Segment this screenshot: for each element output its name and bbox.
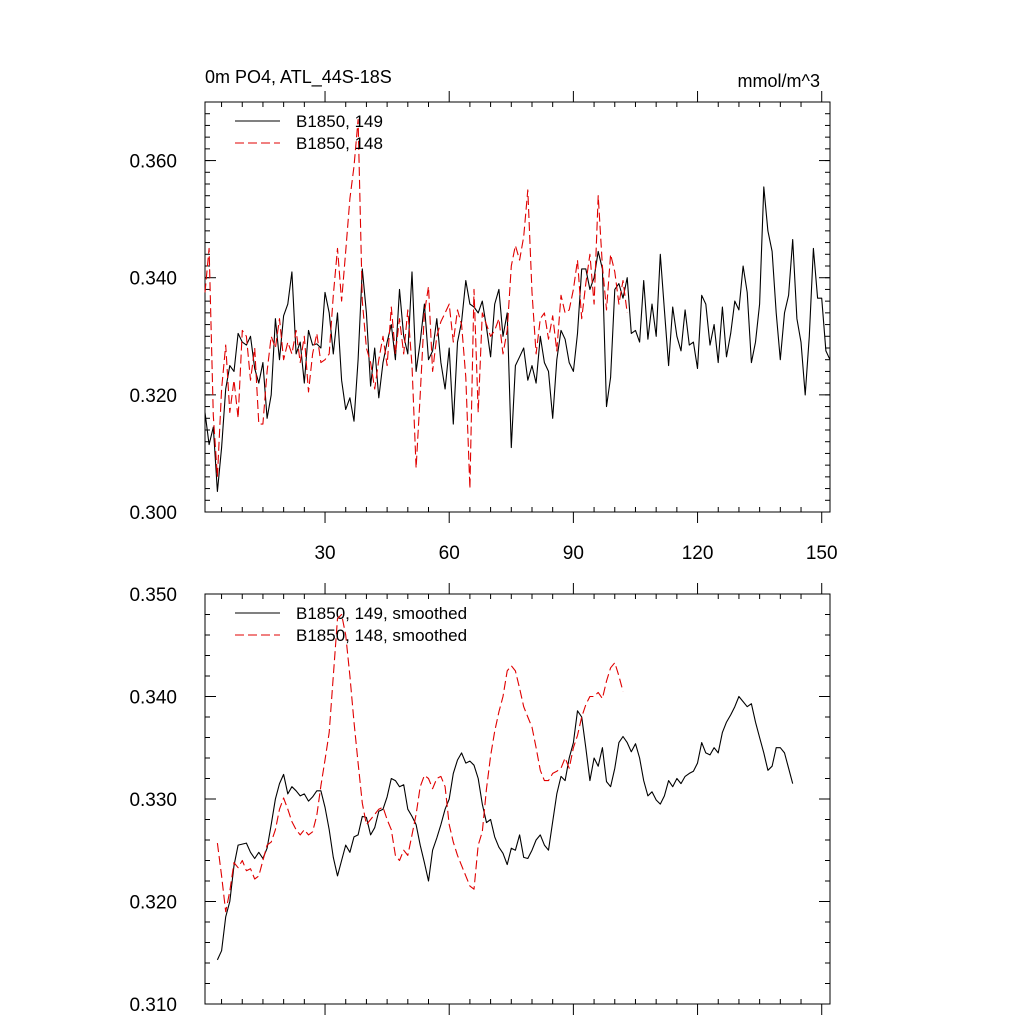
y-tick-label: 0.310 <box>129 995 177 1016</box>
x-tick-label: 120 <box>682 543 714 564</box>
y-tick-label: 0.360 <box>129 152 177 173</box>
series-line-148 <box>204 119 628 490</box>
legend-label: B1850, 149, smoothed <box>296 604 467 623</box>
y-tick-label: 0.320 <box>129 386 177 407</box>
bottom-panel: 0.310 0.320 0.330 0.340 0.350 B1850, 149, smo… <box>129 583 831 1016</box>
top-panel: 0.300 0.320 0.340 0.360 30 60 90 120 150 B1850, 1… <box>129 91 838 564</box>
x-tick-label: 90 <box>563 543 584 564</box>
y-tick-label: 0.350 <box>129 585 177 606</box>
x-tick-label: 30 <box>314 543 335 564</box>
series-line-149 <box>216 695 794 961</box>
series-line-148 <box>216 613 624 913</box>
legend-label: B1850, 148, smoothed <box>296 626 467 645</box>
y-tick-label: 0.300 <box>129 503 177 524</box>
x-tick-label: 60 <box>439 543 460 564</box>
unit-label: mmol/m^3 <box>738 71 820 91</box>
y-tick-label: 0.340 <box>129 688 177 709</box>
y-tick-label: 0.320 <box>129 893 177 914</box>
chart-title: 0m PO4, ATL_44S-18S <box>205 67 392 88</box>
y-tick-label: 0.340 <box>129 269 177 290</box>
legend-label: B1850, 149 <box>296 112 383 131</box>
plot-frame <box>204 593 831 1005</box>
x-tick-label: 150 <box>806 543 838 564</box>
plot-frame <box>204 101 831 513</box>
y-tick-label: 0.330 <box>129 790 177 811</box>
series-line-149 <box>204 186 831 493</box>
legend-label: B1850, 148 <box>296 134 383 153</box>
